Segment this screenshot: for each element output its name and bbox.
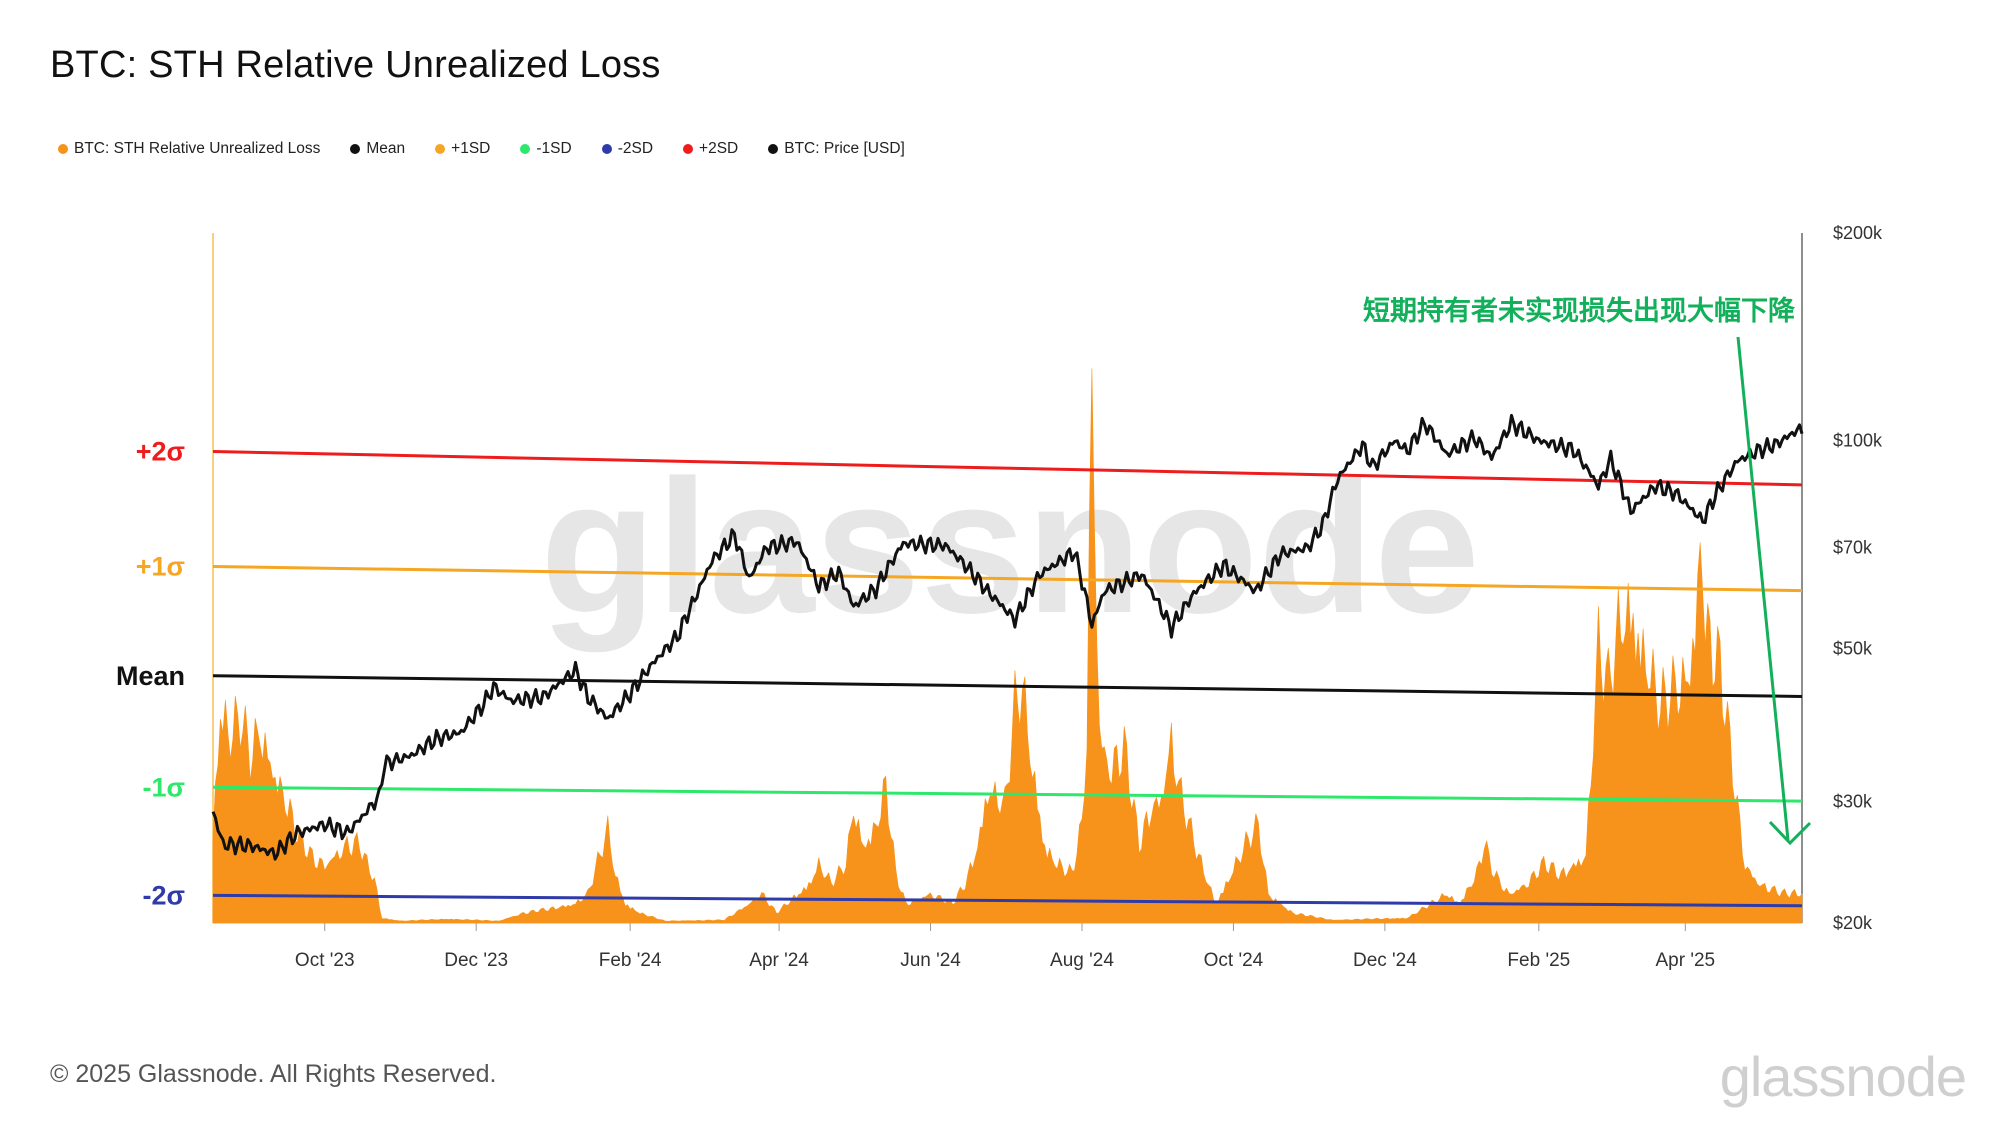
- legend-item-minus1sd[interactable]: -1SD: [520, 140, 572, 158]
- plus1sd-line: [212, 565, 1803, 593]
- legend-item-price[interactable]: BTC: Price [USD]: [768, 140, 905, 158]
- price-line: [211, 413, 1804, 861]
- y-right-tick-label: $30k: [1833, 791, 1873, 811]
- legend: BTC: STH Relative Unrealized Loss Mean +…: [58, 140, 905, 158]
- x-tick-label: Feb '25: [1507, 950, 1570, 971]
- x-tick-label: Jun '24: [900, 950, 961, 971]
- x-tick-label: Apr '24: [749, 950, 809, 971]
- legend-label: -2SD: [617, 140, 654, 157]
- plus2sd-line: [212, 450, 1803, 487]
- legend-label: +1SD: [451, 140, 491, 157]
- legend-item-sth-loss[interactable]: BTC: STH Relative Unrealized Loss: [58, 140, 320, 158]
- legend-dot-icon: [601, 144, 612, 154]
- x-tick-label: Dec '23: [444, 950, 508, 971]
- legend-label: BTC: STH Relative Unrealized Loss: [74, 140, 321, 157]
- legend-dot-icon: [350, 144, 361, 154]
- band-label: -2σ: [143, 880, 185, 910]
- legend-item-mean[interactable]: Mean: [350, 140, 405, 158]
- legend-dot-icon: [58, 144, 68, 154]
- y-right-tick-label: $20k: [1833, 913, 1873, 933]
- band-label: +2σ: [136, 437, 185, 467]
- annotation-arrow-shaft: [1736, 336, 1790, 841]
- legend-item-plus2sd[interactable]: +2SD: [683, 140, 738, 158]
- watermark: glassnode: [540, 441, 1480, 653]
- x-tick-label: Feb '24: [599, 950, 662, 971]
- minus1sd-line: [212, 785, 1803, 803]
- glassnode-logo: glassnode: [1719, 1045, 1967, 1108]
- legend-label: Mean: [366, 140, 406, 157]
- x-tick-label: Dec '24: [1353, 950, 1417, 971]
- legend-item-plus1sd[interactable]: +1SD: [435, 140, 490, 158]
- x-tick-label: Oct '23: [295, 950, 355, 971]
- legend-dot-icon: [520, 144, 531, 154]
- band-label: -1σ: [143, 772, 185, 802]
- y-right-tick-label: $70k: [1833, 538, 1873, 558]
- legend-label: BTC: Price [USD]: [784, 140, 905, 157]
- loss-area: [212, 368, 1803, 924]
- annotation-arrow-head-icon: [1768, 820, 1812, 846]
- legend-label: -1SD: [536, 140, 572, 157]
- chart-title: BTC: STH Relative Unrealized Loss: [50, 44, 661, 86]
- y-right-tick-label: $100k: [1833, 431, 1883, 451]
- legend-item-minus2sd[interactable]: -2SD: [601, 140, 654, 158]
- x-tick-label: Oct '24: [1204, 950, 1264, 971]
- mean-line: [212, 674, 1803, 698]
- legend-dot-icon: [435, 144, 446, 154]
- annotation-text: 短期持有者未实现损失出现大幅下降: [1363, 295, 1796, 327]
- band-label: +1σ: [136, 552, 185, 582]
- minus2sd-line: [212, 893, 1803, 908]
- legend-label: +2SD: [699, 140, 739, 157]
- x-tick-label: Aug '24: [1050, 950, 1114, 971]
- x-tick-label: Apr '25: [1656, 950, 1716, 971]
- y-right-tick-label: $200k: [1833, 223, 1883, 243]
- legend-dot-icon: [683, 144, 694, 154]
- copyright-footer: © 2025 Glassnode. All Rights Reserved.: [50, 1060, 497, 1088]
- y-right-tick-label: $50k: [1833, 638, 1873, 658]
- legend-dot-icon: [768, 144, 779, 154]
- band-label: Mean: [116, 661, 185, 691]
